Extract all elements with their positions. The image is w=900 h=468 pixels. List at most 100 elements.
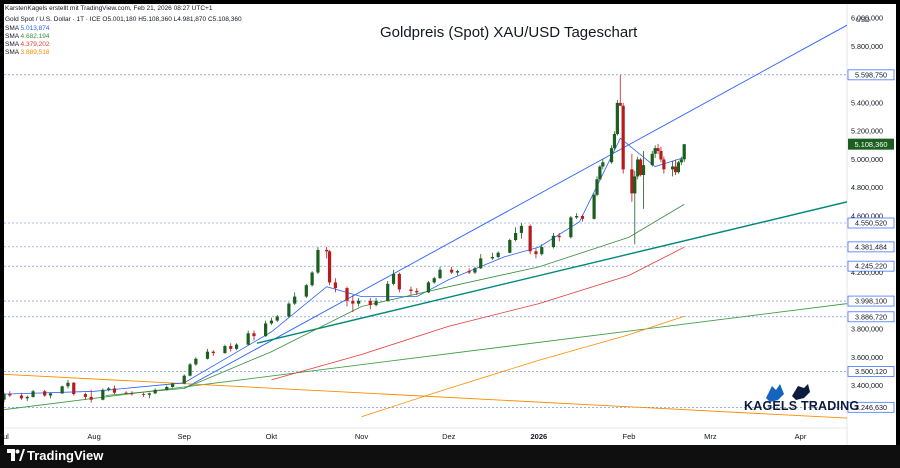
candle-body <box>48 393 53 396</box>
sma-line-3 <box>271 246 685 381</box>
x-tick-label: Sep <box>178 432 191 441</box>
candle-body <box>252 333 256 337</box>
sma-value: 4.379,202 <box>20 41 50 48</box>
level-label: 3.998,100 <box>855 297 887 306</box>
candle-body <box>316 249 320 273</box>
chart-area[interactable]: 3.400,0003.600,0003.800,0004.000,0004.20… <box>4 4 896 445</box>
candle-body <box>386 283 390 301</box>
y-tick-label: 5.000,000 <box>851 155 883 164</box>
y-tick-label: 3.600,000 <box>851 353 883 362</box>
sma-legend-4: SMA 3.889,518 <box>5 49 49 56</box>
candle-body <box>211 351 215 354</box>
y-tick-label: 6.000,000 <box>851 14 883 23</box>
y-tick-label: 4.600,000 <box>851 212 883 221</box>
level-label: 3.886,720 <box>855 312 887 321</box>
level-label: 4.245,220 <box>855 262 887 271</box>
candle-body <box>514 232 518 241</box>
level-label: 4.381,484 <box>855 242 887 251</box>
candle-body <box>310 272 314 286</box>
level-label-box <box>847 217 895 229</box>
candle-body <box>601 162 605 167</box>
candle-body <box>234 344 239 349</box>
candle-body <box>205 351 210 359</box>
last-price-label-box <box>848 138 894 150</box>
trendline-channel-mid <box>256 201 847 344</box>
candle-body <box>673 166 678 173</box>
candle-body <box>130 393 134 395</box>
price-chart[interactable]: 3.400,0003.600,0003.800,0004.000,0004.20… <box>4 4 896 445</box>
candle-body <box>4 394 6 400</box>
x-tick-label: Jul <box>4 432 9 441</box>
level-label: 3.500,120 <box>855 367 887 376</box>
currency-label: USD <box>856 17 870 24</box>
candle-body <box>641 165 646 176</box>
candle-body <box>612 134 617 149</box>
ohlc-values: O5.001,180 H5.108,360 L4.981,870 C5.108,… <box>102 16 242 23</box>
candle-body <box>333 282 337 289</box>
candle-body <box>60 386 64 394</box>
candle-body <box>31 391 35 397</box>
candle-body <box>670 166 675 170</box>
x-tick-label: Apr <box>795 432 807 441</box>
credit-line: KarstenKagels erstellt mit TradingView.c… <box>5 5 213 12</box>
sma-label: SMA <box>5 49 19 56</box>
candle-body <box>357 300 361 304</box>
candle-body <box>223 346 227 354</box>
sma-legend-2: SMA 4.682,194 <box>5 33 49 40</box>
sma-legend-1: SMA 5.013,874 <box>5 25 49 32</box>
candle-body <box>650 153 654 166</box>
candle-body <box>450 269 454 273</box>
candle-body <box>473 268 477 273</box>
tradingview-brand[interactable]: TradingView <box>27 448 104 463</box>
candle-body <box>415 290 419 293</box>
candle-body <box>182 375 186 384</box>
candle-body <box>569 217 573 238</box>
tradingview-logo-icon[interactable] <box>7 449 25 463</box>
candle-body <box>112 388 117 393</box>
candle-body <box>455 271 460 273</box>
candle-body <box>557 235 561 238</box>
candle-body <box>287 303 291 317</box>
candle-body <box>397 273 401 290</box>
y-tick-label: 5.800,000 <box>851 42 883 51</box>
candle-body <box>519 225 524 233</box>
candle-body <box>653 148 657 154</box>
level-label: 4.550,520 <box>855 219 887 228</box>
candle-body <box>656 148 660 151</box>
sma-line-4 <box>361 315 685 418</box>
candle-body <box>636 159 640 177</box>
y-tick-label: 5.200,000 <box>851 127 883 136</box>
candle-body <box>595 179 599 195</box>
sma-value: 3.889,518 <box>20 49 50 56</box>
level-label-box <box>847 401 895 413</box>
candle-body <box>618 102 622 106</box>
candle-body <box>676 162 680 173</box>
x-tick-label: Dez <box>442 432 456 441</box>
candle-body <box>325 249 329 252</box>
level-label: 3.246,630 <box>855 403 887 412</box>
candle-body <box>188 364 192 376</box>
candle-body <box>426 282 431 293</box>
level-label-box <box>847 260 895 272</box>
y-tick-label: 3.800,000 <box>851 325 883 334</box>
x-tick-label: Nov <box>355 432 369 441</box>
candle-body <box>467 271 471 273</box>
y-tick-label: 4.200,000 <box>851 268 883 277</box>
candle-body <box>432 278 436 283</box>
candle-body <box>171 383 175 388</box>
x-tick-label: Okt <box>266 432 279 441</box>
level-label-box <box>847 69 895 81</box>
candle-body <box>534 251 538 255</box>
sma-line-2 <box>105 204 685 396</box>
y-tick-label: 4.800,000 <box>851 183 883 192</box>
candle-body <box>598 166 602 180</box>
candle-body <box>83 394 87 397</box>
candle-body <box>141 394 146 395</box>
candle-body <box>43 391 47 396</box>
x-tick-label: 2026 <box>531 432 548 441</box>
candle-body <box>275 316 279 321</box>
candle-body <box>639 159 643 176</box>
candle-body <box>630 169 634 194</box>
candle-body <box>124 392 128 394</box>
